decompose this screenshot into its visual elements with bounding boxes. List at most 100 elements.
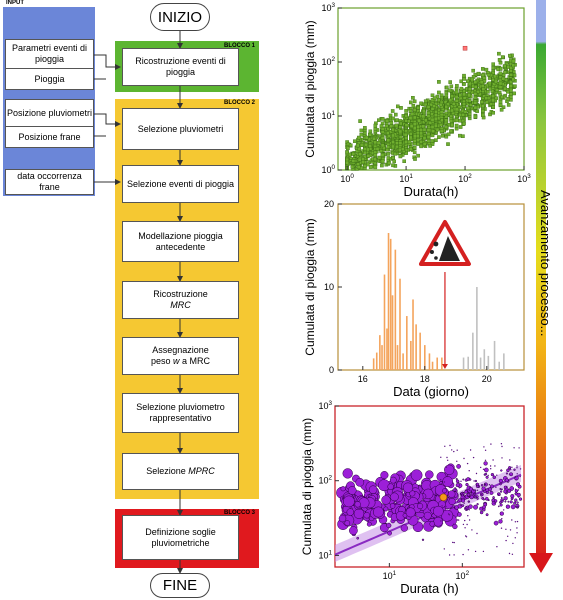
bubble-point (457, 500, 460, 503)
scatter-point (358, 152, 362, 157)
bubble-point (343, 495, 355, 508)
scatter-point (396, 104, 400, 109)
warning-rock-shape (429, 250, 434, 254)
bubble-point (455, 483, 460, 488)
bubble-point (482, 498, 485, 501)
bubble-point (465, 509, 467, 511)
bubble-point (400, 524, 408, 532)
scatter-point (366, 147, 370, 152)
scatter-point (506, 89, 510, 94)
y-axis-label: Cumulata di pioggia (mm) (303, 20, 317, 157)
bubble-point (516, 520, 519, 523)
bubble-point (353, 508, 365, 519)
scatter-point (498, 71, 503, 76)
scatter-point (448, 80, 453, 84)
scatter-point (454, 89, 459, 94)
scatter-point (419, 144, 423, 149)
scatter-point (428, 121, 433, 125)
bubble-point (354, 501, 361, 508)
scatter-point (462, 77, 467, 81)
bubble-point (465, 535, 467, 537)
bubble-point (479, 510, 484, 515)
scatter-point (461, 134, 465, 139)
scatter-point (430, 117, 435, 122)
y-axis-label: Cumulata di pioggia (mm) (303, 218, 317, 355)
bubble-point (410, 469, 423, 482)
scatter-point (473, 92, 478, 96)
scatter-point (491, 62, 496, 66)
bubble-point (344, 520, 351, 526)
step-rain-event-reconstruction: Ricostruzione eventi di pioggia (122, 48, 239, 86)
bubble-point (484, 449, 487, 451)
scatter-point (375, 147, 380, 151)
scatter-point (445, 85, 449, 90)
bubble-point (516, 532, 518, 534)
bubble-point (510, 504, 516, 510)
scatter-point (361, 157, 365, 161)
bubble-point (448, 514, 451, 516)
bubble-point (505, 528, 507, 530)
scatter-point (363, 150, 367, 155)
scatter-point (439, 93, 444, 97)
scatter-point (458, 133, 462, 138)
scatter-point (409, 100, 413, 105)
scatter-point (345, 160, 349, 165)
bubble-point (338, 514, 347, 523)
bubble-point (499, 503, 503, 507)
scatter-point (497, 58, 502, 62)
bubble-point (504, 500, 507, 503)
scatter-point (407, 140, 412, 144)
scatter-point (430, 112, 434, 116)
scatter-point (346, 146, 350, 151)
y-tick-label: 101 (321, 110, 335, 121)
scatter-point (426, 105, 431, 109)
bubble-point (492, 496, 495, 499)
bubble-point (460, 480, 462, 482)
scatter-point (386, 131, 390, 135)
scatter-point (462, 92, 466, 97)
bubble-point (484, 483, 487, 486)
bubble-point (452, 523, 455, 525)
scatter-point (503, 64, 507, 68)
scatter-point (386, 138, 391, 143)
bubble-point (468, 470, 470, 472)
bubble-point (456, 519, 459, 521)
scatter-point (434, 138, 438, 143)
scatter-point (380, 136, 385, 140)
scatter-point (385, 118, 390, 123)
bubble-point (444, 464, 455, 475)
bubble-point (456, 460, 458, 462)
x-tick-label: 101 (383, 570, 397, 581)
scatter-point (412, 126, 417, 131)
bubble-point (516, 473, 518, 475)
scatter-point (481, 109, 485, 113)
bubble-point (496, 474, 498, 476)
bubble-point (498, 519, 503, 524)
step-mrc-line1: Ricostruzione (153, 289, 208, 299)
scatter-point (494, 79, 498, 84)
bubble-point (500, 496, 503, 499)
bubble-point (471, 529, 473, 531)
bubble-point (499, 488, 502, 490)
scatter-point (511, 59, 516, 64)
scatter-point (466, 106, 470, 110)
bubble-point (508, 466, 512, 470)
scatter-point (476, 71, 481, 76)
bubble-point (485, 490, 489, 495)
progress-bar (536, 0, 546, 555)
scatter-point (467, 98, 472, 103)
scatter-point (358, 119, 362, 123)
warning-rock-shape (434, 256, 438, 260)
bubble-point (484, 472, 488, 476)
scatter-point (439, 128, 444, 133)
bubble-point (366, 521, 372, 527)
input-landslide-date: data occorrenza frane (5, 169, 94, 195)
bubble-point (454, 487, 456, 489)
bubble-point (451, 449, 453, 451)
bubble-point (447, 513, 450, 515)
scatter-point (391, 140, 395, 144)
scatter-point (390, 109, 395, 113)
scatter-point (448, 98, 453, 103)
bubble-point (514, 521, 517, 523)
scatter-point (473, 95, 478, 100)
